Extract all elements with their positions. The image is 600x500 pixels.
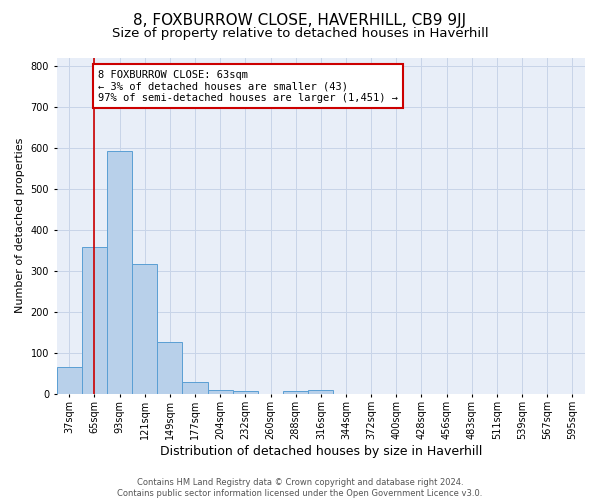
Bar	[283, 390, 308, 394]
Bar	[56, 368, 82, 394]
Bar	[308, 390, 334, 394]
Text: 8 FOXBURROW CLOSE: 63sqm
← 3% of detached houses are smaller (43)
97% of semi-de: 8 FOXBURROW CLOSE: 63sqm ← 3% of detache…	[98, 70, 398, 103]
Y-axis label: Number of detached properties: Number of detached properties	[15, 138, 25, 314]
X-axis label: Distribution of detached houses by size in Haverhill: Distribution of detached houses by size …	[160, 444, 482, 458]
Bar	[132, 264, 157, 394]
Text: Contains HM Land Registry data © Crown copyright and database right 2024.
Contai: Contains HM Land Registry data © Crown c…	[118, 478, 482, 498]
Bar	[157, 342, 182, 394]
Bar	[233, 390, 258, 394]
Bar	[208, 390, 233, 394]
Bar	[182, 382, 208, 394]
Bar	[82, 247, 107, 394]
Bar	[107, 150, 132, 394]
Text: Size of property relative to detached houses in Haverhill: Size of property relative to detached ho…	[112, 28, 488, 40]
Text: 8, FOXBURROW CLOSE, HAVERHILL, CB9 9JJ: 8, FOXBURROW CLOSE, HAVERHILL, CB9 9JJ	[133, 12, 467, 28]
